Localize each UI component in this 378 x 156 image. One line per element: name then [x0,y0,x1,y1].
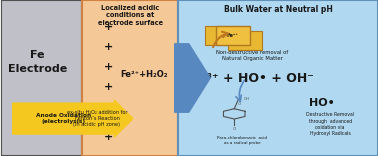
Text: OH: OH [244,97,249,101]
Text: Fe
Electrode: Fe Electrode [8,50,67,74]
Text: O: O [238,102,241,106]
FancyArrow shape [175,44,211,112]
FancyBboxPatch shape [82,0,178,156]
Text: ex-situ H₂O₂ addition for
Fenton’s Reaction
(in acidic pH zone): ex-situ H₂O₂ addition for Fenton’s React… [67,110,127,127]
Text: Bulk Water at Neutral pH: Bulk Water at Neutral pH [224,5,333,14]
Text: NOM: NOM [239,38,252,43]
FancyBboxPatch shape [206,26,240,45]
Text: Destructive Removal
through  advanced
oxidation via
Hydroxyl Radicals: Destructive Removal through advanced oxi… [306,112,354,136]
Text: +: + [104,22,113,32]
Text: Cl: Cl [232,127,236,131]
FancyBboxPatch shape [215,26,250,45]
Text: +: + [104,82,113,92]
Text: NOM: NOM [216,33,229,38]
FancyBboxPatch shape [1,0,82,156]
Text: Fe²⁺+H₂O₂: Fe²⁺+H₂O₂ [121,70,168,79]
Text: Para-chlorobenzoic  acid
as a radical probe: Para-chlorobenzoic acid as a radical pro… [217,136,267,145]
Text: HO•: HO• [309,98,335,108]
Text: +: + [104,42,113,52]
FancyBboxPatch shape [178,0,378,156]
Text: Fe³⁺ + HO• + OH⁻: Fe³⁺ + HO• + OH⁻ [190,71,314,85]
Text: Non-destructive removal of
Natural Organic Matter: Non-destructive removal of Natural Organ… [216,50,288,61]
Text: Fe³⁺: Fe³⁺ [226,33,239,38]
Text: Anode Oxidation
(electrolysis): Anode Oxidation (electrolysis) [36,113,91,124]
FancyBboxPatch shape [228,31,262,50]
Text: +: + [104,132,113,142]
FancyArrow shape [12,100,133,137]
Text: Localized acidic
conditions at
electrode surface: Localized acidic conditions at electrode… [98,5,163,26]
Text: +: + [104,62,113,72]
